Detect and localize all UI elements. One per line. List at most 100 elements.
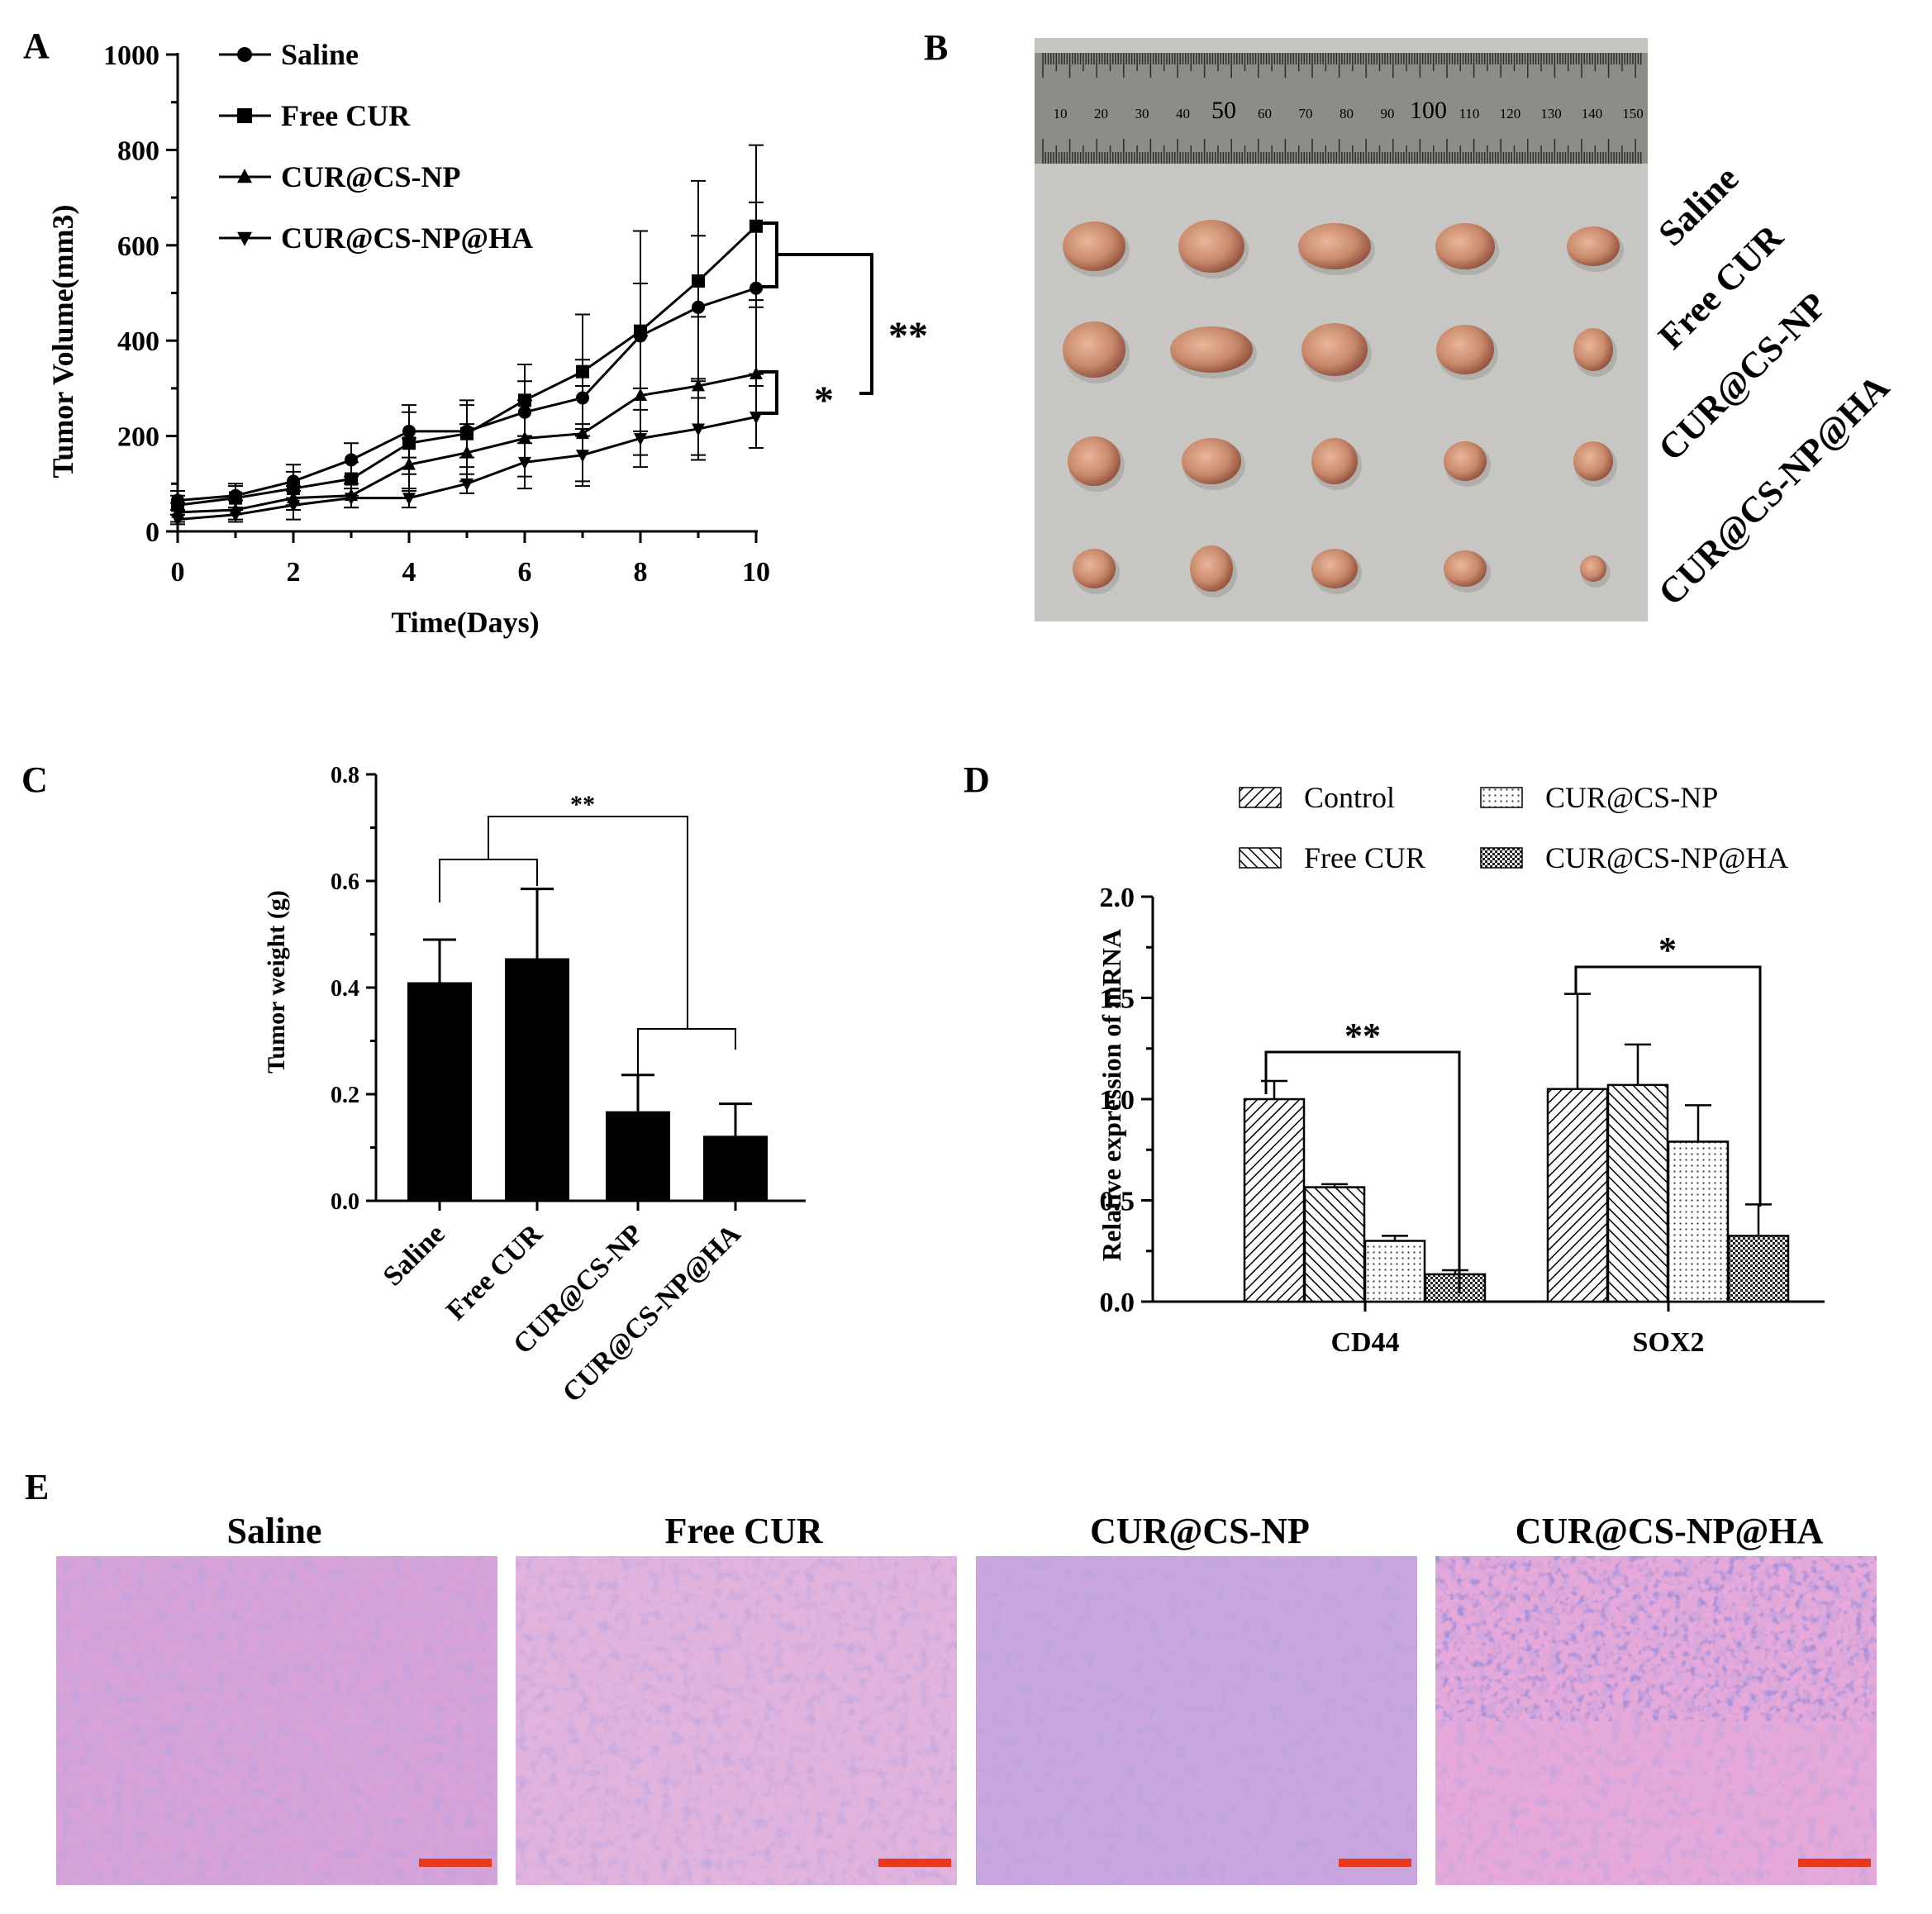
panel-d-significance-label-sox2: * [1658,930,1677,970]
ruler-number: 130 [1540,106,1562,121]
panel-c-bar [407,982,472,1201]
panel-d-bar [1667,1140,1730,1303]
panel-d-x-tick-label: SOX2 [1633,1327,1705,1358]
panel-c-x-tick-label: Free CUR [440,1218,549,1326]
panel-a-y-tick-label: 200 [117,422,159,453]
panel-d-legend-label: CUR@CS-NP [1545,781,1718,814]
panel-e-scale-bar [1798,1859,1871,1867]
panel-e-title: Saline [227,1511,322,1551]
panel-a-legend-label: CUR@CS-NP [281,160,460,193]
panel-c-bar [703,1136,768,1201]
panel-letter-c: C [21,759,48,800]
tumor-sample [1573,328,1613,371]
panel-d-bar [1424,1273,1487,1303]
panel-a-data-point [345,493,358,506]
ruler-number: 40 [1176,106,1190,121]
panel-a-x-tick-label: 8 [634,557,648,588]
panel-e-title: Free CUR [665,1511,824,1551]
panel-d-ylabel: Relative expression of mRNA [1097,929,1126,1261]
panel-d-legend-swatch [1480,787,1523,808]
panel-a-legend-marker [237,231,252,246]
tumor-sample [1063,321,1125,378]
tumor-sample [1170,326,1253,373]
panel-e-tissue-texture [56,1556,497,1885]
panel-d-y-tick-label: 2.0 [1100,883,1135,913]
panel-c-y-tick-label: 0.0 [331,1189,359,1215]
tumor-sample [1311,549,1358,588]
panel-e-title: CUR@CS-NP@HA [1516,1511,1824,1551]
tumor-sample [1073,549,1116,588]
ruler-number: 10 [1054,106,1068,121]
panel-e-scale-bar [878,1859,951,1867]
tumor-sample [1444,550,1487,587]
panel-c-y-tick-label: 0.2 [331,1083,359,1108]
panel-a-tick-labels: 0 200 400 600 800 1000 0 2 4 6 8 10 [103,40,770,588]
ruler-number: 20 [1094,106,1108,121]
panel-a-data-point [402,493,416,506]
panel-e-title: CUR@CS-NP [1090,1511,1310,1551]
panel-c-significance-label: ** [570,791,595,818]
panel-c-bar [505,958,569,1201]
panel-e-scale-bar [1339,1859,1411,1867]
tumor-sample [1298,223,1371,269]
panel-a-data-point [229,491,242,505]
panel-a-data-point [402,457,416,470]
panel-a-data-point [518,456,531,470]
ruler-number: 150 [1622,106,1644,121]
panel-d-x-tick-label: CD44 [1330,1327,1399,1358]
panel-c-x-tick-label: CUR@CS-NP@HA [557,1218,747,1408]
ruler-number: 60 [1258,106,1272,121]
ruler-number: 90 [1381,106,1395,121]
panel-c-x-tick-label: Saline [378,1218,451,1292]
panel-a-legend-marker [237,47,252,62]
panel-a-legend-marker [237,169,252,183]
panel-a-data-point [692,274,705,288]
panel-a-xlabel: Time(Days) [391,606,539,639]
tumor-sample [1190,545,1233,592]
panel-a-significance-label-single: * [814,379,834,422]
panel-a-y-tick-label: 800 [117,136,159,166]
tumor-sample [1435,223,1495,269]
panel-a-data-point [229,509,242,522]
panel-d-bar [1606,1083,1669,1303]
panel-d-bar [1243,1097,1306,1303]
panel-e-tissue-texture [976,1556,1417,1885]
panel-d-legend-swatch [1239,847,1282,869]
panel-c-bar [606,1111,670,1201]
panel-a-significance [759,221,873,415]
panel-a-x-tick-label: 0 [171,557,185,588]
panel-e-nuclei-dense [1435,1556,1877,1721]
tumor-sample [1580,555,1606,582]
panel-e-image-1 [516,1556,957,1885]
panel-a-data-point [287,499,300,513]
panel-c-ylabel: Tumor weight (g) [263,890,290,1074]
panel-a-data-point [345,472,358,486]
ruler-number: 100 [1410,97,1447,124]
panel-a-legend-label: Free CUR [281,99,411,132]
panel-c-y-tick-label: 0.8 [331,763,359,788]
panel-c-bars [407,888,768,1201]
panel-e-tissue-texture [516,1556,957,1885]
panel-a-x-tick-label: 4 [402,557,416,588]
tumor-sample [1436,325,1494,374]
panel-a-y-tick-label: 0 [145,517,159,548]
panel-d-bar [1727,1235,1790,1303]
panel-a-data-point [634,324,647,338]
ruler-number: 110 [1459,106,1480,121]
panel-a-significance-label-double: ** [888,314,928,358]
tumor-sample [1567,226,1620,266]
panel-a-data-point [692,379,705,392]
panel-a-ylabel: Tumor Volume(mm3) [46,204,79,478]
panel-d-bar [1363,1240,1426,1303]
tumor-sample [1301,323,1368,376]
ruler-number: 80 [1340,106,1354,121]
panel-a-series [170,144,764,527]
panel-a-legend-marker [237,108,252,123]
panel-e-histology: Saline Free CUR CUR@CS-NP CUR@CS-NP@HA [56,1511,1877,1885]
panel-a-data-point [749,366,763,379]
panel-a-legend-label: Saline [281,38,359,71]
